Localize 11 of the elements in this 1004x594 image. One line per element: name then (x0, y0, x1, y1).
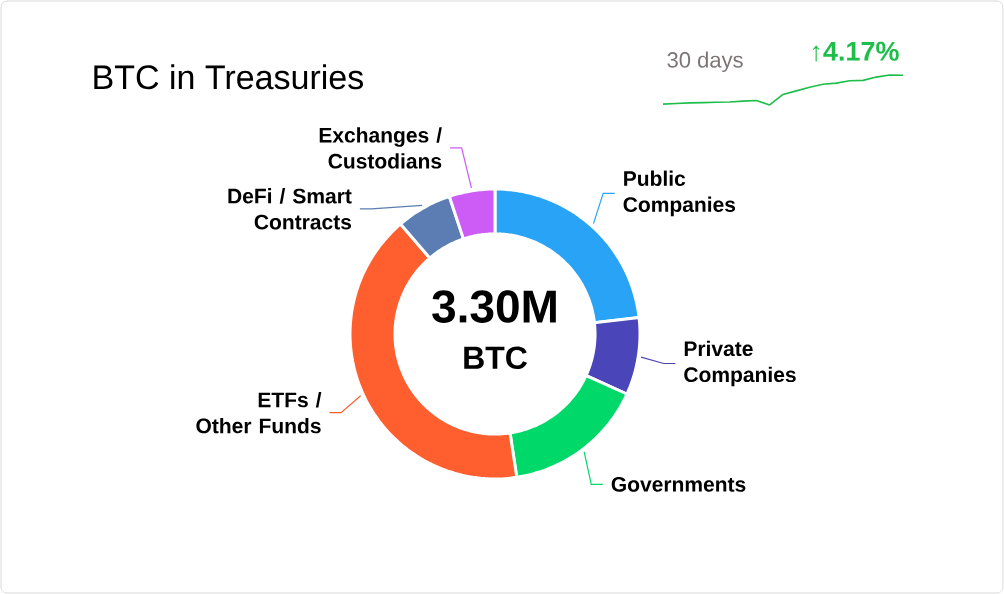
text: ↑4.17% (813, 41, 899, 62)
text: 3.30M (432, 290, 556, 323)
slice-label: DeFi / Smart Contracts (228, 188, 352, 230)
chart-title: 30 days (667, 51, 743, 73)
slice-label: ETFs / Other Funds (196, 391, 322, 434)
chart-title: BTC in Treasuries (94, 64, 363, 90)
slice-label: Private Companies (684, 340, 796, 387)
slice-label: Governments (611, 476, 746, 492)
text: BTC (464, 346, 527, 370)
slice-label: Exchanges / Custodians (319, 127, 442, 169)
slice-label: Public Companies (623, 170, 736, 217)
